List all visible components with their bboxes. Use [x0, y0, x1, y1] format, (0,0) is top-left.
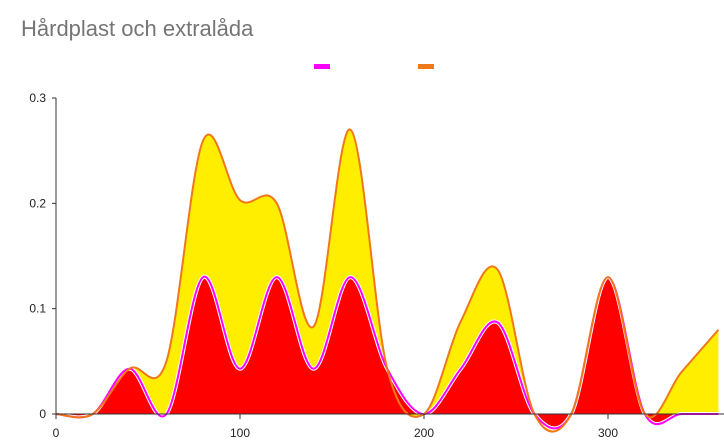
legend[interactable] [314, 64, 434, 69]
y-tick-label: 0 [39, 407, 46, 421]
legend-swatch-series-1[interactable] [314, 64, 330, 69]
x-tick-label: 200 [414, 426, 434, 440]
x-tick-label: 0 [53, 426, 60, 440]
legend-swatch-series-2[interactable] [418, 64, 434, 69]
y-tick-label: 0.2 [29, 196, 46, 210]
y-tick-labels: 0 0.1 0.2 0.3 [29, 91, 56, 421]
chart-title: Hårdplast och extralåda [21, 16, 254, 41]
x-tick-label: 300 [598, 426, 618, 440]
x-tick-labels: 0 100 200 300 [53, 414, 618, 440]
series-2-line [55, 128, 720, 433]
area-fills [56, 129, 719, 432]
y-tick-label: 0.1 [29, 302, 46, 316]
x-tick-label: 100 [230, 426, 250, 440]
area-fill-lower [56, 276, 719, 429]
y-tick-label: 0.3 [29, 91, 46, 105]
series-lines [55, 128, 720, 433]
